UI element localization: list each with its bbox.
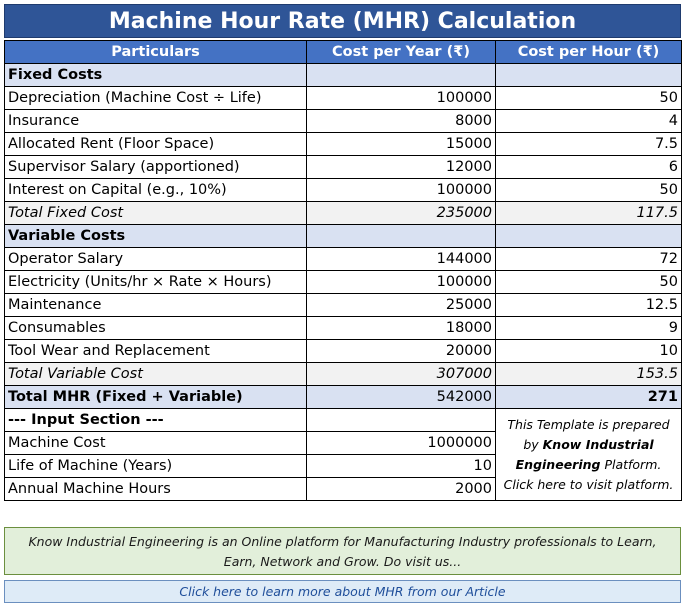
row-label[interactable]: Insurance [4,109,307,133]
year-value[interactable]: 100000 [306,270,496,294]
row-label[interactable]: Total Variable Cost [4,362,307,386]
table-row: Interest on Capital (e.g., 10%) 100000 5… [4,178,682,202]
section-label[interactable]: Variable Costs [4,224,307,248]
template-note-platform: Know Industrial Engineering [515,436,654,472]
promo-banner[interactable]: Know Industrial Engineering is an Online… [4,527,681,575]
template-note-link[interactable]: This Template is prepared by Know Indust… [495,408,682,501]
table-row: Maintenance 25000 12.5 [4,293,682,317]
hour-value[interactable]: 72 [495,247,682,271]
hour-value[interactable]: 6 [495,155,682,179]
input-section-row: --- Input Section --- This Template is p… [4,408,682,501]
row-label[interactable]: Supervisor Salary (apportioned) [4,155,307,179]
section-variable-costs: Variable Costs [4,224,682,248]
total-variable-row: Total Variable Cost 307000 153.5 [4,362,682,386]
table-row: Consumables 18000 9 [4,316,682,340]
row-label[interactable]: Operator Salary [4,247,307,271]
header-cost-per-year[interactable]: Cost per Year (₹) [306,40,496,64]
table-row: Insurance 8000 4 [4,109,682,133]
section-fixed-costs: Fixed Costs [4,63,682,87]
template-note-text-1: This Template is prepared by [507,416,670,452]
year-value[interactable]: 15000 [306,132,496,156]
empty-cell[interactable] [495,63,682,87]
table-row: Tool Wear and Replacement 20000 10 [4,339,682,363]
input-label[interactable]: Machine Cost [4,431,307,455]
hour-value[interactable]: 50 [495,86,682,110]
empty-cell[interactable] [306,63,496,87]
table-row: Depreciation (Machine Cost ÷ Life) 10000… [4,86,682,110]
year-value[interactable]: 235000 [306,201,496,225]
total-mhr-row: Total MHR (Fixed + Variable) 542000 271 [4,385,682,409]
year-value[interactable]: 100000 [306,178,496,202]
row-label[interactable]: Tool Wear and Replacement [4,339,307,363]
row-label[interactable]: Depreciation (Machine Cost ÷ Life) [4,86,307,110]
row-label[interactable]: Maintenance [4,293,307,317]
article-link[interactable]: Click here to learn more about MHR from … [4,580,681,603]
table-row: Electricity (Units/hr × Rate × Hours) 10… [4,270,682,294]
year-value[interactable]: 12000 [306,155,496,179]
table-row: Allocated Rent (Floor Space) 15000 7.5 [4,132,682,156]
hour-value[interactable]: 7.5 [495,132,682,156]
year-value[interactable]: 144000 [306,247,496,271]
hour-value[interactable]: 9 [495,316,682,340]
year-value[interactable]: 25000 [306,293,496,317]
row-label[interactable]: Interest on Capital (e.g., 10%) [4,178,307,202]
table-row: Supervisor Salary (apportioned) 12000 6 [4,155,682,179]
hour-value[interactable]: 4 [495,109,682,133]
empty-cell[interactable] [495,224,682,248]
row-label[interactable]: Allocated Rent (Floor Space) [4,132,307,156]
template-note-text-2: Platform. Click here to visit platform. [503,456,674,492]
empty-cell[interactable] [306,224,496,248]
hour-value[interactable]: 50 [495,178,682,202]
input-value[interactable]: 10 [306,454,496,478]
year-value[interactable]: 8000 [306,109,496,133]
year-value[interactable]: 20000 [306,339,496,363]
hour-value[interactable]: 153.5 [495,362,682,386]
input-label[interactable]: Annual Machine Hours [4,477,307,501]
total-fixed-row: Total Fixed Cost 235000 117.5 [4,201,682,225]
mhr-table: Particulars Cost per Year (₹) Cost per H… [4,40,682,501]
header-cost-per-hour[interactable]: Cost per Hour (₹) [495,40,682,64]
row-label[interactable]: Total Fixed Cost [4,201,307,225]
header-row: Particulars Cost per Year (₹) Cost per H… [4,40,682,64]
empty-cell[interactable] [306,408,496,432]
section-label[interactable]: Fixed Costs [4,63,307,87]
input-section-label[interactable]: --- Input Section --- [4,408,307,432]
input-value[interactable]: 2000 [306,477,496,501]
input-label[interactable]: Life of Machine (Years) [4,454,307,478]
header-particulars[interactable]: Particulars [4,40,307,64]
row-label[interactable]: Electricity (Units/hr × Rate × Hours) [4,270,307,294]
year-value[interactable]: 542000 [306,385,496,409]
hour-value[interactable]: 271 [495,385,682,409]
year-value[interactable]: 18000 [306,316,496,340]
sheet-title: Machine Hour Rate (MHR) Calculation [4,4,681,38]
hour-value[interactable]: 12.5 [495,293,682,317]
table-row: Operator Salary 144000 72 [4,247,682,271]
hour-value[interactable]: 50 [495,270,682,294]
input-value[interactable]: 1000000 [306,431,496,455]
table-row: Annual Machine Hours 2000 [4,477,682,501]
hour-value[interactable]: 117.5 [495,201,682,225]
row-label[interactable]: Consumables [4,316,307,340]
year-value[interactable]: 307000 [306,362,496,386]
hour-value[interactable]: 10 [495,339,682,363]
row-label[interactable]: Total MHR (Fixed + Variable) [4,385,307,409]
year-value[interactable]: 100000 [306,86,496,110]
